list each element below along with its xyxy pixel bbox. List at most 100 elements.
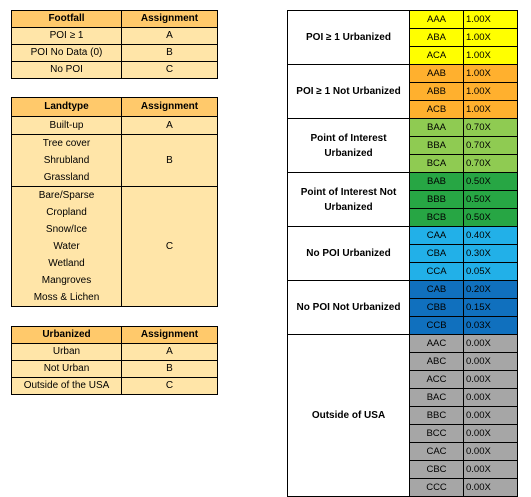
class-code: BAB: [409, 172, 464, 191]
class-weight: 0.05X: [463, 262, 518, 281]
landtype-item: Wetland: [48, 258, 85, 269]
landtype-label-group: Bare/Sparse Cropland Snow/Ice Water Wetl…: [11, 186, 122, 307]
table-row: CCA 0.05X: [288, 262, 518, 281]
class-code: CBB: [409, 298, 464, 317]
class-group-label: POI ≥ 1 Not Urbanized: [287, 64, 410, 119]
table-row: BBA 0.70X: [288, 136, 518, 155]
class-code: CCA: [409, 262, 464, 281]
class-code: CAC: [409, 442, 464, 461]
landtype-assignment: A: [121, 116, 218, 135]
table-row: Not Urban B: [11, 360, 218, 378]
class-weight: 0.00X: [463, 460, 518, 479]
class-weight: 0.20X: [463, 280, 518, 299]
class-weight-table: POI ≥ 1 Urbanized AAA 1.00X ABA 1.00X ACA 1.00…: [287, 10, 518, 497]
landtype-item: Moss & Lichen: [33, 292, 100, 303]
class-weight: 0.15X: [463, 298, 518, 317]
urbanized-label: Urban: [11, 343, 122, 361]
class-group-label: Point of Interest Urbanized: [287, 118, 410, 173]
table-row: No POI Not Urbanized CAB 0.20X: [287, 280, 518, 335]
class-code: AAA: [409, 10, 464, 29]
class-group-label: Outside of USA: [287, 334, 410, 497]
landtype-header-row: Landtype Assignment: [11, 97, 218, 117]
class-code: BAA: [409, 118, 464, 137]
landtype-item: Tree cover: [42, 138, 91, 149]
landtype-assignment: C: [121, 186, 218, 307]
urbanized-table: Urbanized Assignment Urban A Not Urban B…: [11, 326, 218, 395]
landtype-assignment: B: [121, 134, 218, 187]
class-code: AAC: [409, 334, 464, 353]
table-row: Tree cover Shrubland Grassland B: [11, 134, 218, 187]
class-code: ACB: [409, 100, 464, 119]
class-group-label: No POI Urbanized: [287, 226, 410, 281]
class-weight: 1.00X: [463, 10, 518, 29]
urbanized-header: Urbanized: [11, 326, 122, 344]
table-row: Point of Interest Urbanized BAA 0.70X: [287, 118, 518, 173]
class-code: ACA: [409, 46, 464, 65]
footfall-label: POI No Data (0): [11, 44, 122, 62]
urbanized-header-row: Urbanized Assignment: [11, 326, 218, 344]
class-code: BAC: [409, 388, 464, 407]
urbanized-assignment: C: [121, 377, 218, 395]
footfall-table: Footfall Assignment POI ≥ 1 A POI No Dat…: [11, 10, 218, 79]
class-code: CBA: [409, 244, 464, 263]
table-row: Urban A: [11, 343, 218, 361]
class-code: ABB: [409, 82, 464, 101]
table-row: CBB 0.15X: [288, 298, 518, 317]
footfall-assignment-header: Assignment: [121, 10, 218, 28]
footfall-header-row: Footfall Assignment: [11, 10, 218, 28]
class-group-label: No POI Not Urbanized: [287, 280, 410, 335]
class-code: ABA: [409, 28, 464, 47]
table-row: Outside of the USA C: [11, 377, 218, 395]
footfall-assignment: A: [121, 27, 218, 45]
class-weight: 0.00X: [463, 478, 518, 497]
landtype-item: Grassland: [43, 172, 90, 183]
table-row: No POI Urbanized CAA 0.40X: [287, 226, 518, 281]
class-weight: 0.70X: [463, 154, 518, 173]
table-row: Bare/Sparse Cropland Snow/Ice Water Wetl…: [11, 186, 218, 307]
urbanized-assignment: A: [121, 343, 218, 361]
class-weight: 0.03X: [463, 316, 518, 335]
footfall-assignment: B: [121, 44, 218, 62]
class-group-label: POI ≥ 1 Urbanized: [287, 10, 410, 65]
class-weight-body: POI ≥ 1 Urbanized AAA 1.00X ABA 1.00X ACA 1.00…: [287, 10, 518, 497]
urbanized-assignment: B: [121, 360, 218, 378]
class-code: CCB: [409, 316, 464, 335]
footfall-header: Footfall: [11, 10, 122, 28]
class-group-label: Point of Interest Not Urbanized: [287, 172, 410, 227]
landtype-item: Bare/Sparse: [38, 190, 95, 201]
footfall-label: No POI: [11, 61, 122, 79]
class-weight: 0.00X: [463, 424, 518, 443]
landtype-item: Mangroves: [41, 275, 92, 286]
class-weight: 0.50X: [463, 208, 518, 227]
landtype-item: Snow/Ice: [45, 224, 88, 235]
table-row: ABB 1.00X: [288, 82, 518, 101]
table-row: POI No Data (0) B: [11, 44, 218, 62]
class-code: BCA: [409, 154, 464, 173]
class-weight: 0.50X: [463, 190, 518, 209]
landtype-item: Water: [53, 241, 80, 252]
table-row: POI ≥ 1 A: [11, 27, 218, 45]
landtype-assignment-header: Assignment: [121, 97, 218, 117]
class-weight: 0.70X: [463, 118, 518, 137]
class-code: ACC: [409, 370, 464, 389]
class-code: CAA: [409, 226, 464, 245]
class-code: BBB: [409, 190, 464, 209]
table-row: ACB 1.00X: [288, 100, 518, 119]
class-weight: 0.00X: [463, 370, 518, 389]
table-row: BCB 0.50X: [288, 208, 518, 227]
urbanized-assignment-header: Assignment: [121, 326, 218, 344]
class-weight: 0.00X: [463, 334, 518, 353]
table-row: POI ≥ 1 Urbanized AAA 1.00X: [287, 10, 518, 65]
class-weight: 0.00X: [463, 406, 518, 425]
class-weight: 0.00X: [463, 388, 518, 407]
table-row: Built-up A: [11, 116, 218, 135]
footfall-label: POI ≥ 1: [11, 27, 122, 45]
class-weight: 0.70X: [463, 136, 518, 155]
landtype-table: Landtype Assignment Built-up A Tree cove…: [11, 97, 218, 307]
table-row: Point of Interest Not Urbanized BAB 0.50X: [287, 172, 518, 227]
class-weight: 0.00X: [463, 352, 518, 371]
table-row: BCA 0.70X: [288, 154, 518, 173]
table-row: Outside of USA AAC 0.00X: [287, 334, 518, 497]
class-weight: 0.40X: [463, 226, 518, 245]
table-row: BAC 0.00X: [288, 388, 518, 407]
